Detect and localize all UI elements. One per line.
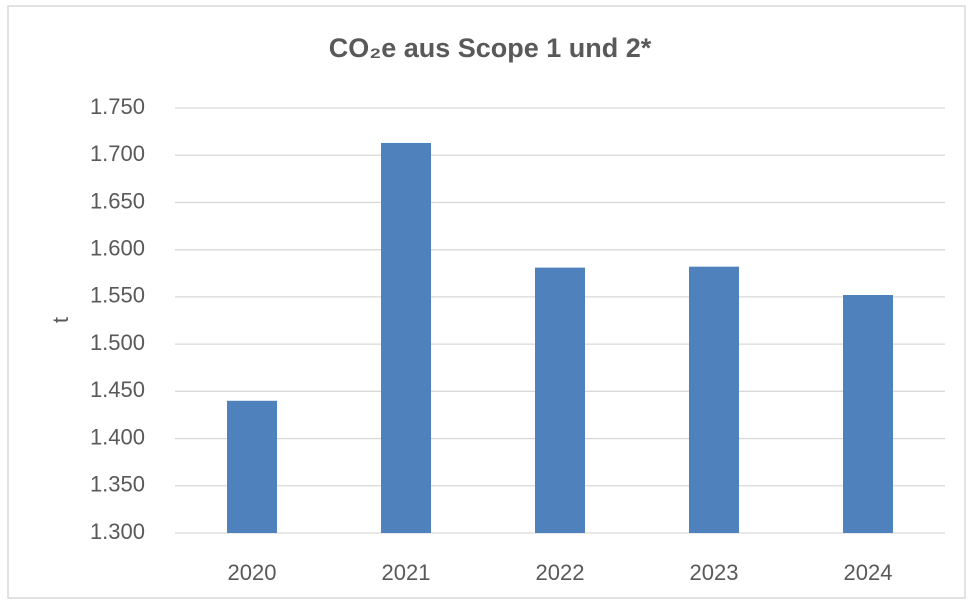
x-tick-label: 2022 xyxy=(536,560,585,585)
x-tick-label: 2020 xyxy=(228,560,277,585)
bar xyxy=(535,267,585,533)
y-tick-label: 1.650 xyxy=(90,188,145,213)
chart-border xyxy=(7,5,966,599)
y-tick-label: 1.350 xyxy=(90,472,145,497)
y-tick-label: 1.500 xyxy=(90,330,145,355)
bar xyxy=(843,295,893,533)
y-tick-label: 1.450 xyxy=(90,377,145,402)
bar xyxy=(227,400,277,533)
x-tick-label: 2023 xyxy=(690,560,739,585)
y-tick-label: 1.400 xyxy=(90,424,145,449)
y-axis-label: t xyxy=(48,317,73,323)
bar xyxy=(689,266,739,533)
x-tick-label: 2024 xyxy=(844,560,893,585)
chart-title: CO₂e aus Scope 1 und 2* xyxy=(329,33,652,63)
y-tick-label: 1.550 xyxy=(90,283,145,308)
y-tick-label: 1.700 xyxy=(90,141,145,166)
y-tick-label: 1.750 xyxy=(90,94,145,119)
bar xyxy=(381,142,431,533)
y-tick-label: 1.300 xyxy=(90,519,145,544)
y-tick-label: 1.600 xyxy=(90,235,145,260)
x-tick-label: 2021 xyxy=(382,560,431,585)
